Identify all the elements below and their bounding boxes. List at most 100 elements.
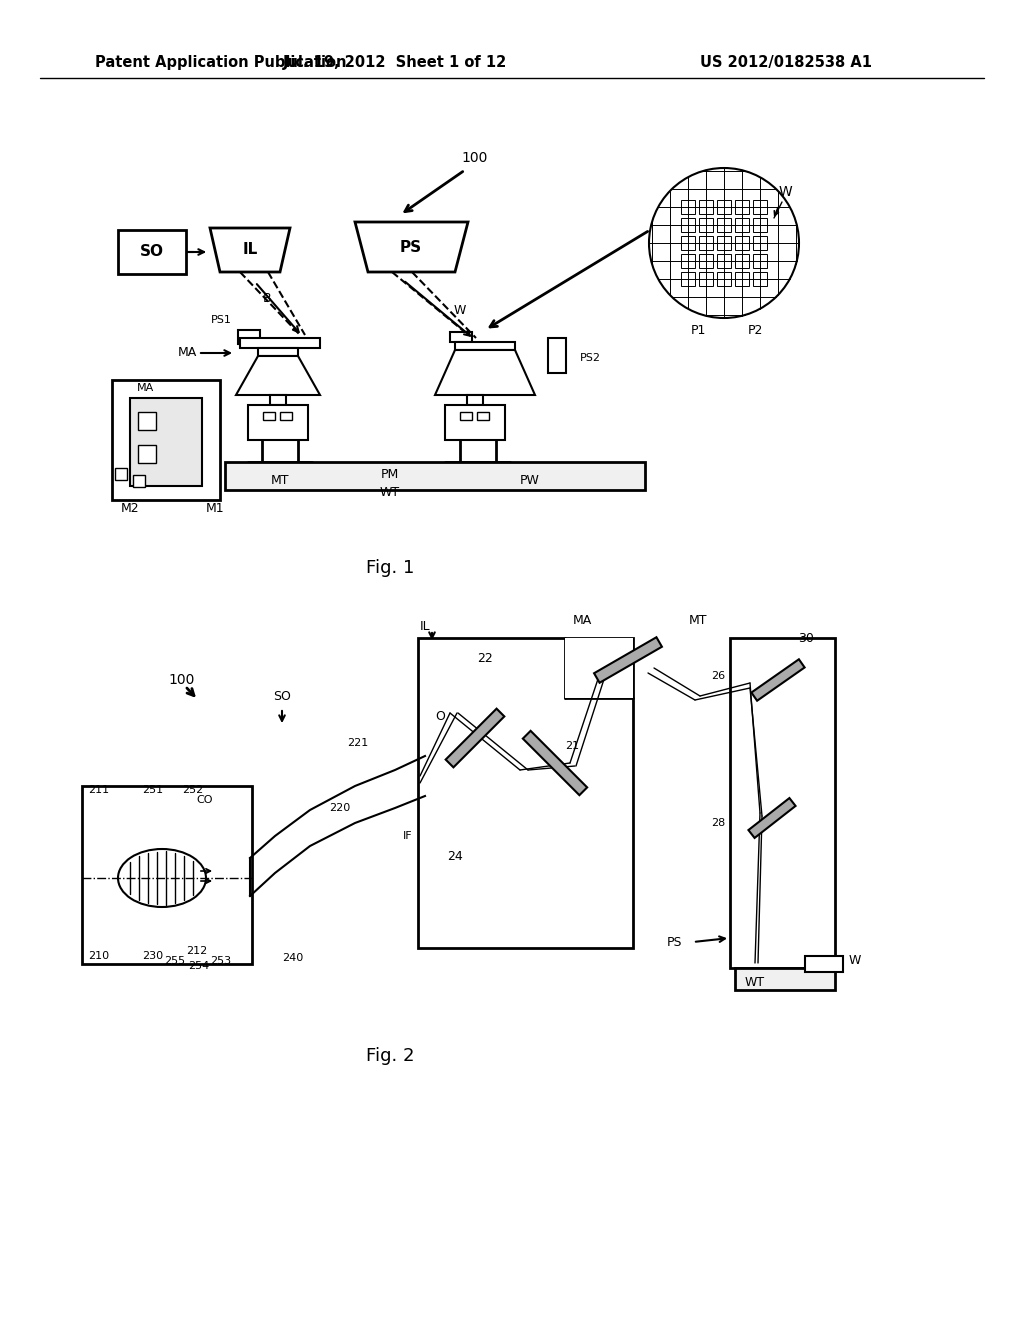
Bar: [717, 218, 731, 232]
Polygon shape: [355, 222, 468, 272]
Bar: [699, 218, 713, 232]
Text: PW: PW: [520, 474, 540, 487]
Bar: [115, 469, 127, 480]
Bar: [270, 395, 286, 405]
Text: 100: 100: [462, 150, 488, 165]
Bar: [735, 218, 749, 232]
Bar: [548, 338, 566, 374]
Bar: [445, 405, 505, 440]
Bar: [477, 412, 489, 420]
Text: IF: IF: [403, 832, 413, 841]
Text: 28: 28: [711, 818, 725, 828]
Bar: [735, 253, 749, 268]
Bar: [248, 405, 308, 440]
Polygon shape: [749, 799, 796, 838]
Bar: [455, 342, 515, 350]
Text: 100: 100: [168, 673, 195, 686]
Text: PS2: PS2: [580, 352, 601, 363]
Text: 26: 26: [711, 671, 725, 681]
Bar: [138, 412, 156, 430]
Text: O: O: [435, 710, 445, 722]
Text: PM: PM: [381, 469, 399, 482]
Bar: [735, 272, 749, 286]
Text: WT: WT: [745, 975, 765, 989]
Bar: [753, 218, 767, 232]
Bar: [460, 412, 472, 420]
Text: Fig. 2: Fig. 2: [366, 1047, 415, 1065]
Text: 251: 251: [142, 785, 163, 795]
Text: P2: P2: [748, 323, 763, 337]
Bar: [263, 412, 275, 420]
Text: 240: 240: [282, 953, 303, 964]
Bar: [681, 236, 695, 249]
Bar: [112, 380, 220, 500]
Bar: [753, 201, 767, 214]
Circle shape: [649, 168, 799, 318]
Text: US 2012/0182538 A1: US 2012/0182538 A1: [700, 54, 872, 70]
Bar: [681, 253, 695, 268]
Bar: [735, 236, 749, 249]
Text: 22: 22: [477, 652, 493, 664]
Bar: [753, 272, 767, 286]
Text: PS1: PS1: [211, 315, 232, 325]
Bar: [717, 201, 731, 214]
Bar: [681, 218, 695, 232]
Text: PS: PS: [400, 239, 422, 255]
Text: 220: 220: [330, 803, 350, 813]
Polygon shape: [435, 350, 535, 395]
Text: 212: 212: [186, 946, 207, 956]
Text: Fig. 1: Fig. 1: [366, 558, 414, 577]
Text: 253: 253: [210, 956, 231, 966]
Bar: [699, 201, 713, 214]
Bar: [82, 785, 252, 964]
Text: CO: CO: [196, 795, 213, 805]
Text: WT: WT: [380, 486, 400, 499]
Text: 252: 252: [182, 785, 203, 795]
Bar: [565, 638, 633, 698]
Bar: [735, 968, 835, 990]
Bar: [753, 236, 767, 249]
Text: 210: 210: [88, 950, 110, 961]
Ellipse shape: [118, 849, 206, 907]
Text: 230: 230: [142, 950, 163, 961]
Bar: [280, 412, 292, 420]
Text: PS: PS: [668, 936, 683, 949]
Polygon shape: [445, 709, 505, 767]
Bar: [418, 638, 633, 948]
Text: Patent Application Publication: Patent Application Publication: [95, 54, 346, 70]
Bar: [699, 236, 713, 249]
Bar: [118, 230, 186, 275]
Polygon shape: [523, 731, 587, 795]
Text: SO: SO: [273, 689, 291, 702]
Text: 221: 221: [347, 738, 369, 748]
Text: 211: 211: [88, 785, 110, 795]
Bar: [450, 333, 472, 342]
Text: 24: 24: [447, 850, 463, 862]
Text: P1: P1: [690, 323, 706, 337]
Bar: [240, 338, 319, 348]
Text: W: W: [454, 304, 466, 317]
Bar: [467, 395, 483, 405]
Polygon shape: [210, 228, 290, 272]
Polygon shape: [752, 659, 805, 701]
Bar: [225, 462, 645, 490]
Text: W: W: [778, 185, 792, 199]
Bar: [699, 272, 713, 286]
Text: 30: 30: [798, 631, 814, 644]
Text: IL: IL: [420, 619, 430, 632]
Bar: [730, 638, 835, 968]
Bar: [258, 348, 298, 356]
Text: MA: MA: [136, 383, 154, 393]
Text: W: W: [849, 953, 861, 966]
Bar: [133, 475, 145, 487]
Bar: [699, 253, 713, 268]
Bar: [735, 201, 749, 214]
Bar: [717, 236, 731, 249]
Bar: [238, 330, 260, 345]
Bar: [138, 445, 156, 463]
Bar: [717, 272, 731, 286]
Text: MT: MT: [270, 474, 289, 487]
Text: B: B: [263, 292, 271, 305]
Text: Jul. 19, 2012  Sheet 1 of 12: Jul. 19, 2012 Sheet 1 of 12: [283, 54, 507, 70]
Bar: [753, 253, 767, 268]
